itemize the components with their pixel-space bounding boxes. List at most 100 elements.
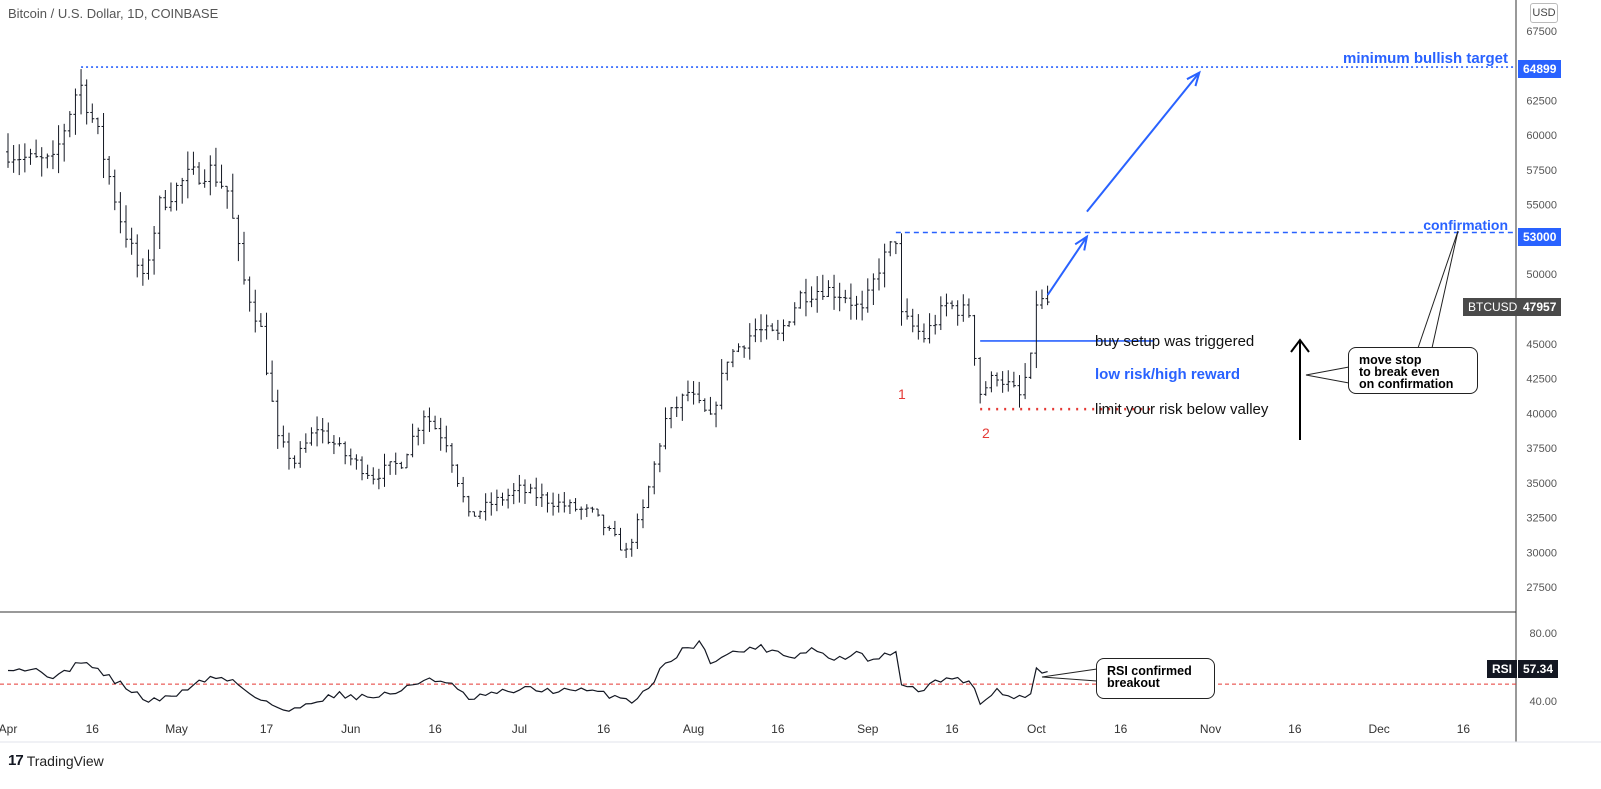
chart-title: Bitcoin / U.S. Dollar, 1D, COINBASE	[8, 6, 219, 21]
ohlc-bar	[882, 243, 887, 288]
ohlc-bar	[916, 314, 921, 340]
ohlc-bar	[944, 293, 949, 317]
ohlc-bar	[685, 380, 690, 402]
ohlc-bar	[107, 156, 112, 185]
ohlc-bar	[770, 323, 775, 332]
confirmation-price-tag: 53000	[1518, 228, 1562, 246]
ohlc-bar	[489, 492, 494, 516]
last-price-tag: 47957	[1518, 298, 1562, 316]
ohlc-bar	[702, 398, 707, 412]
ohlc-bar	[590, 506, 595, 513]
rsi-value-tag: 57.34	[1518, 660, 1559, 678]
rsi-name-tag: RSI	[1487, 660, 1518, 678]
move-stop-callout: move stop to break even on confirmation	[1348, 347, 1478, 394]
ohlc-bar	[180, 177, 185, 204]
ohlc-bar	[775, 319, 780, 341]
ohlc-bar	[803, 278, 808, 317]
ohlc-bar	[612, 520, 617, 537]
price-tick-label: 40000	[1526, 408, 1557, 420]
ohlc-bar	[983, 381, 988, 396]
ohlc-bar	[500, 492, 505, 506]
date-tick-label: 16	[1114, 722, 1128, 736]
ohlc-bar	[567, 499, 572, 515]
price-tick-label: 45000	[1526, 339, 1557, 351]
ohlc-bar	[933, 314, 938, 335]
ohlc-bar	[140, 258, 145, 286]
footer-brand[interactable]: TradingView	[26, 752, 104, 769]
ohlc-bar	[382, 453, 387, 487]
move-stop-line-1: move stop	[1359, 353, 1422, 367]
ohlc-bar	[837, 282, 842, 312]
ohlc-bar	[927, 313, 932, 344]
move-stop-pointer-up-2	[1431, 230, 1459, 349]
ohlc-bar	[22, 143, 27, 173]
ohlc-bar	[562, 492, 567, 513]
ohlc-bar	[893, 241, 898, 255]
ohlc-bar	[989, 371, 994, 393]
ohlc-bar	[326, 422, 331, 445]
ohlc-bar	[832, 274, 837, 310]
ohlc-bar	[438, 417, 443, 451]
ohlc-bar	[360, 456, 365, 481]
ohlc-bar	[242, 231, 247, 285]
ohlc-bar	[719, 359, 724, 410]
rsi-confirmed-callout: RSI confirmed breakout	[1096, 658, 1215, 699]
rsi-series-line	[7, 639, 1048, 712]
rsi-confirmed-line-2: breakout	[1107, 676, 1160, 690]
ohlc-bar	[910, 308, 915, 333]
ohlc-bar	[337, 437, 342, 447]
ohlc-bar	[938, 296, 943, 331]
price-tick-label: 55000	[1526, 200, 1557, 212]
ohlc-bar	[848, 283, 853, 320]
ohlc-bar	[461, 476, 466, 503]
ohlc-bar	[815, 276, 820, 313]
ohlc-bar	[646, 485, 651, 509]
ohlc-bar	[579, 506, 584, 520]
ohlc-bar	[843, 289, 848, 304]
ohlc-bar	[517, 474, 522, 503]
ohlc-bar	[416, 427, 421, 446]
date-tick-label: Apr	[0, 722, 17, 736]
date-tick-label: 16	[945, 722, 959, 736]
ohlc-bar	[56, 125, 61, 174]
ohlc-bar	[354, 454, 359, 470]
ohlc-bar	[315, 416, 320, 447]
ohlc-bar	[39, 147, 44, 177]
price-tick-label: 50000	[1526, 269, 1557, 281]
move-stop-pointer-left	[1305, 366, 1350, 384]
ohlc-bar	[421, 410, 426, 445]
ohlc-bar	[348, 448, 353, 466]
ohlc-bar	[921, 323, 926, 343]
ohlc-bar	[978, 357, 983, 404]
projection-arrowhead-1	[1074, 234, 1089, 251]
price-tick-label: 62500	[1526, 95, 1557, 107]
ohlc-bar	[601, 514, 606, 536]
ohlc-bar	[449, 443, 454, 473]
ohlc-bar	[135, 234, 140, 278]
ohlc-bar	[309, 427, 314, 446]
ohlc-bar	[607, 525, 612, 531]
date-tick-label: 16	[771, 722, 785, 736]
ohlc-bar	[888, 241, 893, 257]
ohlc-bar	[230, 173, 235, 219]
ohlc-bar	[118, 192, 123, 234]
ohlc-bar	[539, 483, 544, 507]
ohlc-bar	[264, 312, 269, 376]
ohlc-bar	[124, 205, 129, 248]
price-tick-label: 30000	[1526, 547, 1557, 559]
ohlc-bar	[213, 147, 218, 187]
ohlc-bar	[112, 169, 117, 211]
ohlc-bar	[371, 467, 376, 485]
ohlc-bar	[736, 343, 741, 353]
ohlc-bar	[669, 406, 674, 429]
limit-risk-label: limit your risk below valley	[1095, 401, 1269, 418]
ohlc-bar	[427, 407, 432, 432]
ohlc-bar	[152, 225, 157, 275]
minimum-bullish-target-label: minimum bullish target	[1342, 50, 1508, 67]
currency-button[interactable]: USD	[1530, 3, 1558, 23]
ohlc-bar	[1028, 352, 1033, 379]
ohlc-bar	[478, 510, 483, 519]
ohlc-bar	[17, 144, 22, 176]
ohlc-bar	[663, 407, 668, 450]
